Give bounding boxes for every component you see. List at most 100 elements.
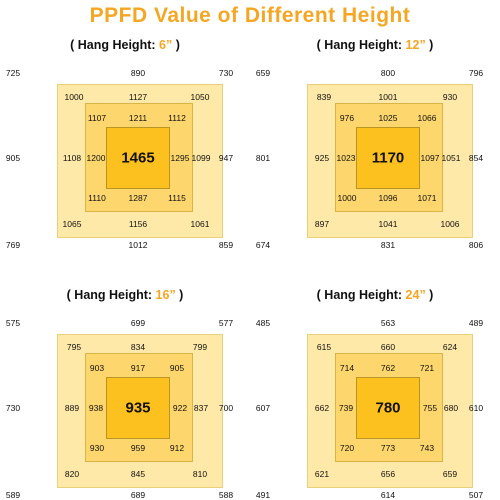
hang-height-value: 24”	[405, 288, 426, 302]
panel-12in: ( Hang Height: 12” ) 659 796 674 806 800 831 80…	[250, 0, 500, 250]
corner-value: 589	[5, 490, 21, 500]
hang-height-value: 6”	[159, 38, 173, 52]
outer-ring-value: 680	[443, 403, 459, 413]
corner-value: 796	[468, 68, 484, 78]
center-zone	[356, 127, 420, 189]
edge-value-left: 905	[5, 153, 21, 163]
middle-ring-value: 905	[169, 363, 185, 373]
edge-value-bottom: 831	[380, 240, 396, 250]
middle-ring-value: 1115	[168, 193, 186, 203]
hang-height-label: ( Hang Height: 24” )	[250, 288, 500, 302]
edge-value-left: 607	[255, 403, 271, 413]
outer-ring-value: 1127	[128, 92, 148, 102]
middle-ring-value: 755	[422, 403, 438, 413]
middle-ring-value: 922	[172, 403, 188, 413]
outer-ring-value: 795	[66, 342, 82, 352]
outer-ring-value: 660	[380, 342, 396, 352]
corner-value: 489	[468, 318, 484, 328]
outer-ring-value: 1006	[440, 219, 460, 229]
edge-value-bottom: 1012	[128, 240, 148, 250]
middle-ring-value: 739	[338, 403, 354, 413]
corner-value: 806	[468, 240, 484, 250]
middle-ring-value: 762	[380, 363, 396, 373]
outer-ring-value: 925	[314, 153, 330, 163]
outer-ring-value: 820	[64, 469, 80, 479]
edge-value-top: 800	[380, 68, 396, 78]
middle-ring-value: 930	[89, 443, 105, 453]
middle-ring-value: 912	[169, 443, 185, 453]
hang-height-value: 16”	[155, 288, 176, 302]
outer-ring-value: 834	[130, 342, 146, 352]
center-ppfd-value: 935	[125, 399, 151, 417]
outer-ring-value: 845	[130, 469, 146, 479]
hang-height-prefix: ( Hang Height:	[70, 38, 160, 52]
middle-ring-value: 1200	[86, 153, 106, 163]
outer-ring-value: 837	[193, 403, 209, 413]
middle-ring-value: 959	[130, 443, 146, 453]
outer-ring-value: 897	[314, 219, 330, 229]
outer-ring-value: 1156	[128, 219, 148, 229]
outer-ring-value: 662	[314, 403, 330, 413]
edge-value-top: 563	[380, 318, 396, 328]
outer-ring-value: 621	[314, 469, 330, 479]
edge-value-top: 699	[130, 318, 146, 328]
middle-ring-value: 1096	[378, 193, 398, 203]
edge-value-right: 700	[218, 403, 234, 413]
corner-value: 769	[5, 240, 21, 250]
outer-ring-value: 1061	[190, 219, 210, 229]
outer-ring-value: 624	[442, 342, 458, 352]
outer-ring-value: 1041	[378, 219, 398, 229]
corner-value: 507	[468, 490, 484, 500]
edge-value-right: 854	[468, 153, 484, 163]
hang-height-prefix: ( Hang Height:	[66, 288, 156, 302]
panel-6in: ( Hang Height: 6” ) 725 730 769 859 890 1012 90…	[0, 0, 250, 250]
middle-ring-value: 938	[88, 403, 104, 413]
outer-ring-value: 1099	[191, 153, 211, 163]
corner-value: 485	[255, 318, 271, 328]
panel-16in: ( Hang Height: 16” ) 575 577 589 588 699 689 73…	[0, 250, 250, 500]
outer-ring-value: 1108	[62, 153, 82, 163]
corner-value: 491	[255, 490, 271, 500]
outer-ring-value: 1001	[378, 92, 398, 102]
hang-height-label: ( Hang Height: 12” )	[250, 38, 500, 52]
outer-ring-value: 659	[442, 469, 458, 479]
corner-value: 859	[218, 240, 234, 250]
outer-ring-value: 839	[316, 92, 332, 102]
corner-value: 730	[218, 68, 234, 78]
hang-height-suffix: )	[175, 288, 184, 302]
outer-ring-value: 930	[442, 92, 458, 102]
middle-ring-value: 1025	[378, 113, 398, 123]
middle-ring-value: 1110	[88, 193, 106, 203]
middle-ring-value: 1107	[87, 113, 107, 123]
middle-ring-value: 1112	[168, 113, 186, 123]
hang-height-value: 12”	[405, 38, 426, 52]
corner-value: 588	[218, 490, 234, 500]
middle-ring-value: 1097	[420, 153, 440, 163]
hang-height-label: ( Hang Height: 16” )	[0, 288, 250, 302]
center-ppfd-value: 780	[375, 399, 401, 417]
edge-value-bottom: 689	[130, 490, 146, 500]
corner-value: 725	[5, 68, 21, 78]
center-ppfd-value: 1465	[121, 149, 155, 167]
hang-height-suffix: )	[172, 38, 180, 52]
outer-ring-value: 889	[64, 403, 80, 413]
edge-value-top: 890	[130, 68, 146, 78]
center-ppfd-value: 1170	[371, 149, 405, 167]
middle-ring-value: 903	[89, 363, 105, 373]
hang-height-suffix: )	[425, 288, 434, 302]
middle-ring-value: 976	[339, 113, 355, 123]
edge-value-right: 610	[468, 403, 484, 413]
corner-value: 575	[5, 318, 21, 328]
outer-ring-value: 1000	[64, 92, 84, 102]
middle-ring-value: 1023	[336, 153, 356, 163]
corner-value: 659	[255, 68, 271, 78]
outer-ring-value: 799	[192, 342, 208, 352]
middle-ring-value: 1287	[128, 193, 148, 203]
edge-value-left: 801	[255, 153, 271, 163]
center-zone	[106, 377, 170, 439]
hang-height-label: ( Hang Height: 6” )	[0, 38, 250, 52]
middle-ring-value: 714	[339, 363, 355, 373]
corner-value: 674	[255, 240, 271, 250]
panel-24in: ( Hang Height: 24” ) 485 489 491 507 563 614 60…	[250, 250, 500, 500]
edge-value-left: 730	[5, 403, 21, 413]
